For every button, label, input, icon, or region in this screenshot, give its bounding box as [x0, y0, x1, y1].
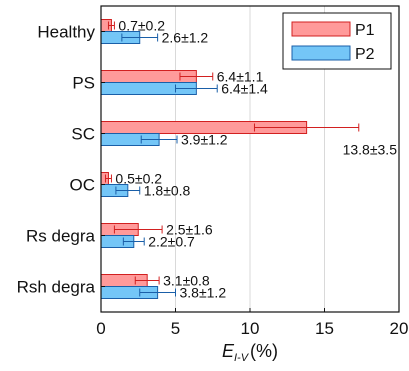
value-label: 6.4±1.4 [221, 81, 268, 97]
value-label: 3.1±0.8 [163, 273, 210, 289]
plot-frame [100, 5, 400, 313]
x-axis-label-main: E [222, 341, 235, 361]
x-tick-label: 20 [390, 319, 409, 338]
x-tick-label: 15 [315, 319, 334, 338]
legend-label-p1: P1 [355, 22, 375, 39]
value-label: 2.2±0.7 [148, 234, 195, 250]
value-label: 3.9±1.2 [181, 132, 228, 148]
value-label: 2.6±1.2 [162, 30, 209, 46]
x-tick-label: 5 [171, 319, 180, 338]
category-label: Rs degra [26, 227, 96, 246]
legend-box [282, 12, 392, 70]
category-label: Rsh degra [17, 278, 96, 297]
category-label: PS [72, 74, 95, 93]
x-tick-label: 0 [96, 319, 105, 338]
value-label: 13.8±3.5 [343, 142, 398, 158]
bars: 0.7±0.22.6±1.2 6.4±1.16.4±1.4 13.8±3.5 3.9±… [100, 18, 398, 301]
x-axis-label-unit: (%) [250, 341, 278, 361]
value-label: 3.8±1.2 [180, 285, 227, 301]
value-label: 1.8±0.8 [144, 183, 191, 199]
x-axis-label-sub: I-V [234, 352, 250, 364]
value-label: 0.7±0.2 [118, 18, 165, 34]
x-tick-label: 10 [241, 319, 260, 338]
category-labels: Healthy PS SC OC Rs degra Rsh degra [17, 23, 105, 297]
value-label: 6.4±1.1 [217, 69, 264, 85]
value-label: 0.5±0.2 [115, 171, 162, 187]
value-label: 2.5±1.6 [166, 222, 213, 238]
x-tick-labels: 0 5 10 15 20 [96, 308, 408, 338]
category-label: OC [70, 176, 96, 195]
category-label: SC [71, 125, 95, 144]
legend-label-p2: P2 [355, 46, 375, 63]
x-axis-label: EI-V (%) [222, 341, 278, 364]
category-label: Healthy [37, 23, 95, 42]
legend-swatch-p1 [291, 21, 351, 37]
legend-swatch-p2 [291, 45, 351, 61]
